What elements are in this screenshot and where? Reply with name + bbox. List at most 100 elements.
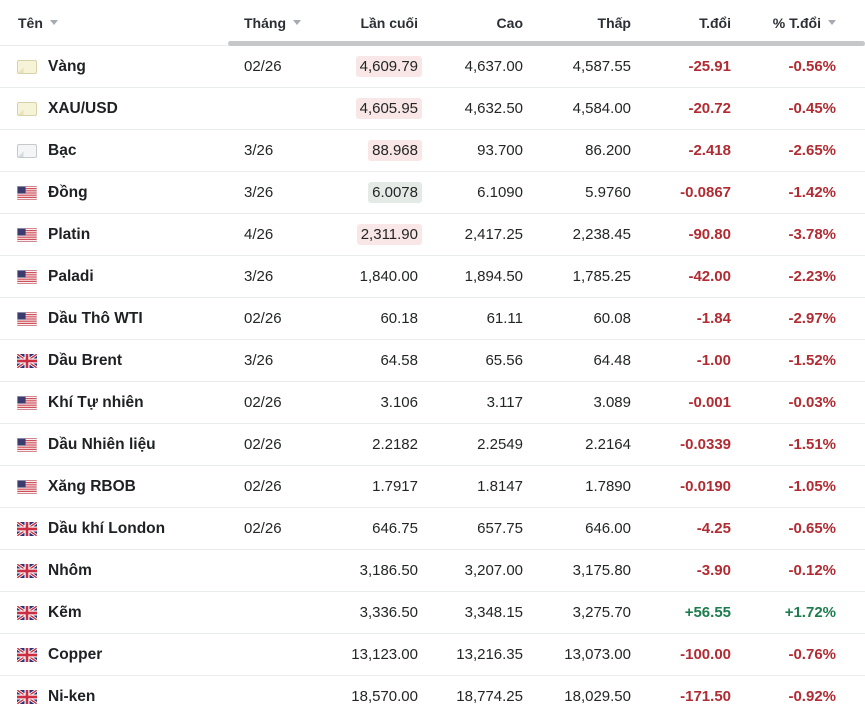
instrument-name-link[interactable]: Xăng RBOB	[48, 477, 136, 495]
low-cell: 86.200	[523, 129, 631, 172]
high-cell: 1.8147	[418, 465, 523, 508]
change-cell: -1.84	[631, 297, 731, 340]
change-cell: -2.418	[631, 129, 731, 172]
table-row[interactable]: Ni-ken 18,570.00 18,774.25 18,029.50 -171.50…	[0, 675, 865, 717]
last-price-cell: 1.7917	[318, 465, 418, 508]
table-row[interactable]: Khí Tự nhiên 02/26 3.106 3.117 3.089 -0.001 -0…	[0, 381, 865, 424]
instrument-name-link[interactable]: Khí Tự nhiên	[48, 393, 144, 411]
last-price-value: 64.58	[380, 352, 418, 369]
last-price-cell: 2,311.90	[318, 213, 422, 256]
change-pct-cell: -0.12%	[731, 549, 865, 592]
instrument-cell: Copper	[0, 633, 230, 676]
instrument-name-link[interactable]: Vàng	[48, 57, 86, 75]
month-cell	[230, 675, 318, 717]
last-price-value: 1,840.00	[359, 268, 418, 285]
change-cell: +56.55	[631, 591, 731, 634]
column-header-name[interactable]: Tên	[0, 0, 230, 46]
table-row[interactable]: Bạc 3/26 88.968 93.700 86.200 -2.418 -2.65%	[0, 129, 865, 172]
change-cell: -0.0190	[631, 465, 731, 508]
low-cell: 18,029.50	[523, 675, 631, 717]
month-cell: 02/26	[230, 381, 318, 424]
column-header-change[interactable]: T.đổi	[631, 0, 731, 46]
table-row[interactable]: Dầu Thô WTI 02/26 60.18 61.11 60.08 -1.84 -2.9…	[0, 297, 865, 340]
instrument-name-link[interactable]: Paladi	[48, 267, 94, 285]
instrument-name-link[interactable]: Dầu Nhiên liệu	[48, 435, 156, 453]
instrument-cell: Vàng	[0, 46, 230, 88]
table-row[interactable]: Xăng RBOB 02/26 1.7917 1.8147 1.7890 -0.0190-…	[0, 465, 865, 508]
change-pct-cell: -2.97%	[731, 297, 865, 340]
instrument-name-link[interactable]: Nhôm	[48, 561, 92, 579]
uk-flag-icon	[17, 605, 37, 620]
instrument-name-link[interactable]: Platin	[48, 225, 91, 243]
last-price-value: 6.0078	[368, 182, 422, 203]
instrument-name-link[interactable]: XAU/USD	[48, 99, 118, 117]
high-cell: 3.117	[418, 381, 523, 424]
high-cell: 18,774.25	[418, 675, 523, 717]
month-cell: 3/26	[230, 129, 318, 172]
high-cell: 4,632.50	[418, 87, 523, 130]
instrument-name-link[interactable]: Dầu khí London	[48, 519, 166, 537]
column-header-change-label: T.đổi	[699, 14, 731, 31]
column-header-low[interactable]: Thấp	[523, 0, 631, 46]
instrument-cell: Ni-ken	[0, 675, 230, 717]
instrument-cell: Dầu Nhiên liệu	[0, 423, 230, 466]
table-row[interactable]: Dầu Brent 3/26 64.58 65.56 64.48 -1.00 -1.52%	[0, 339, 865, 382]
instrument-cell: Xăng RBOB	[0, 465, 230, 508]
instrument-cell: Khí Tự nhiên	[0, 381, 230, 424]
table-row[interactable]: Paladi 3/26 1,840.00 1,894.50 1,785.25 -42.00…	[0, 255, 865, 298]
instrument-cell: Paladi	[0, 255, 230, 298]
column-header-change-pct[interactable]: % T.đổi	[731, 0, 865, 46]
sort-arrow-icon	[49, 20, 58, 26]
high-cell: 2,417.25	[418, 213, 523, 256]
last-price-value: 18,570.00	[351, 688, 418, 705]
low-cell: 3,275.70	[523, 591, 631, 634]
instrument-name-link[interactable]: Bạc	[48, 141, 77, 159]
change-pct-cell: +1.72%	[731, 591, 865, 634]
table-row[interactable]: Dầu khí London 02/26 646.75 657.75 646.00 -4.…	[0, 507, 865, 550]
column-header-name-label: Tên	[18, 14, 43, 31]
low-cell: 4,584.00	[523, 87, 631, 130]
uk-flag-icon	[17, 689, 37, 704]
change-pct-cell: -1.05%	[731, 465, 865, 508]
column-header-high[interactable]: Cao	[418, 0, 523, 46]
us-flag-icon	[17, 479, 37, 494]
last-price-cell: 4,609.79	[318, 46, 422, 88]
last-price-cell: 3,336.50	[318, 591, 418, 634]
table-row[interactable]: Kẽm 3,336.50 3,348.15 3,275.70 +56.55 +1.72%	[0, 591, 865, 634]
instrument-name-link[interactable]: Dầu Brent	[48, 351, 123, 369]
table-row[interactable]: Copper 13,123.00 13,216.35 13,073.00 -100.00…	[0, 633, 865, 676]
column-header-month-label: Tháng	[244, 14, 286, 31]
low-cell: 3.089	[523, 381, 631, 424]
table-row[interactable]: Platin 4/26 2,311.90 2,417.25 2,238.45 -90.80…	[0, 213, 865, 256]
high-cell: 3,348.15	[418, 591, 523, 634]
instrument-name-link[interactable]: Đồng	[48, 183, 88, 201]
horizontal-scrollbar-thumb[interactable]	[228, 41, 865, 46]
table-row[interactable]: XAU/USD 4,605.95 4,632.50 4,584.00 -20.72 -0.…	[0, 87, 865, 130]
month-cell: 02/26	[230, 423, 318, 466]
table-row[interactable]: Đồng 3/26 6.0078 6.1090 5.9760 -0.0867 -1.42%	[0, 171, 865, 214]
column-header-high-label: Cao	[496, 14, 523, 31]
table-row[interactable]: Dầu Nhiên liệu 02/26 2.2182 2.2549 2.2164 -0.…	[0, 423, 865, 466]
instrument-cell: Dầu khí London	[0, 507, 230, 550]
last-price-value: 646.75	[372, 520, 418, 537]
low-cell: 5.9760	[523, 171, 631, 214]
high-cell: 2.2549	[418, 423, 523, 466]
column-header-month[interactable]: Tháng	[230, 0, 318, 46]
instrument-name-link[interactable]: Dầu Thô WTI	[48, 309, 143, 327]
instrument-name-link[interactable]: Ni-ken	[48, 687, 96, 705]
high-cell: 1,894.50	[418, 255, 523, 298]
table-row[interactable]: Vàng 02/26 4,609.79 4,637.00 4,587.55 -25.91 -…	[0, 46, 865, 88]
instrument-cell: Nhôm	[0, 549, 230, 592]
last-price-value: 3.106	[380, 394, 418, 411]
last-price-cell: 1,840.00	[318, 255, 418, 298]
high-cell: 93.700	[418, 129, 523, 172]
last-price-value: 60.18	[380, 310, 418, 327]
change-pct-cell: -0.65%	[731, 507, 865, 550]
instrument-name-link[interactable]: Copper	[48, 645, 103, 663]
table-row[interactable]: Nhôm 3,186.50 3,207.00 3,175.80 -3.90 -0.12%	[0, 549, 865, 592]
instrument-name-link[interactable]: Kẽm	[48, 603, 82, 621]
us-flag-icon	[17, 269, 37, 284]
instrument-cell: Đồng	[0, 171, 230, 214]
low-cell: 13,073.00	[523, 633, 631, 676]
column-header-last[interactable]: Lần cuối	[318, 0, 418, 46]
